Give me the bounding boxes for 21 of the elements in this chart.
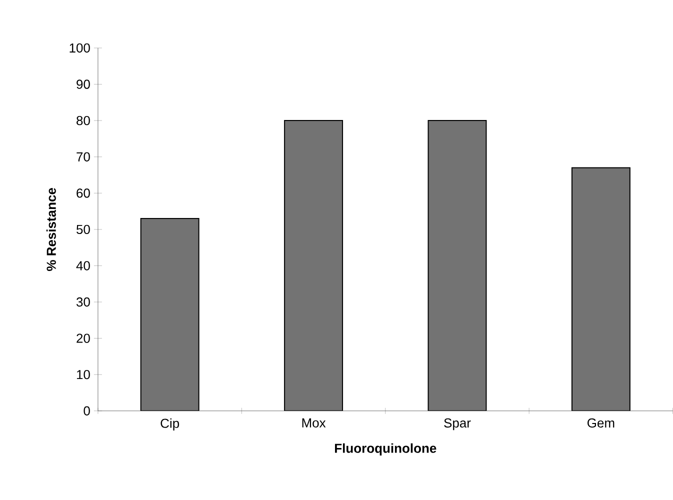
y-tick-label: 90 <box>76 80 90 89</box>
x-tick-label: Mox <box>302 418 326 428</box>
y-tick-label: 0 <box>84 406 90 416</box>
bar <box>140 218 200 411</box>
bar <box>428 120 487 411</box>
x-axis-title: Fluoroquinolone <box>335 443 436 456</box>
y-tick-label: 60 <box>76 188 90 198</box>
y-tick-label: 40 <box>76 261 90 270</box>
x-tick-label: Gem <box>588 418 614 428</box>
y-tick-label: 50 <box>76 224 90 234</box>
y-tick-label: 70 <box>76 152 90 162</box>
bar <box>284 120 344 411</box>
y-tick-label: 30 <box>76 297 90 307</box>
y-axis-title: % Resistance <box>46 188 56 272</box>
x-tick-label: Spar <box>444 418 471 430</box>
y-tick-label: 10 <box>76 370 90 380</box>
bar <box>571 167 630 411</box>
y-tick-label: 80 <box>76 116 90 126</box>
y-tick-label: 20 <box>76 334 90 343</box>
y-tick-label: 100 <box>70 43 90 53</box>
x-tick-label: Cip <box>160 418 180 431</box>
